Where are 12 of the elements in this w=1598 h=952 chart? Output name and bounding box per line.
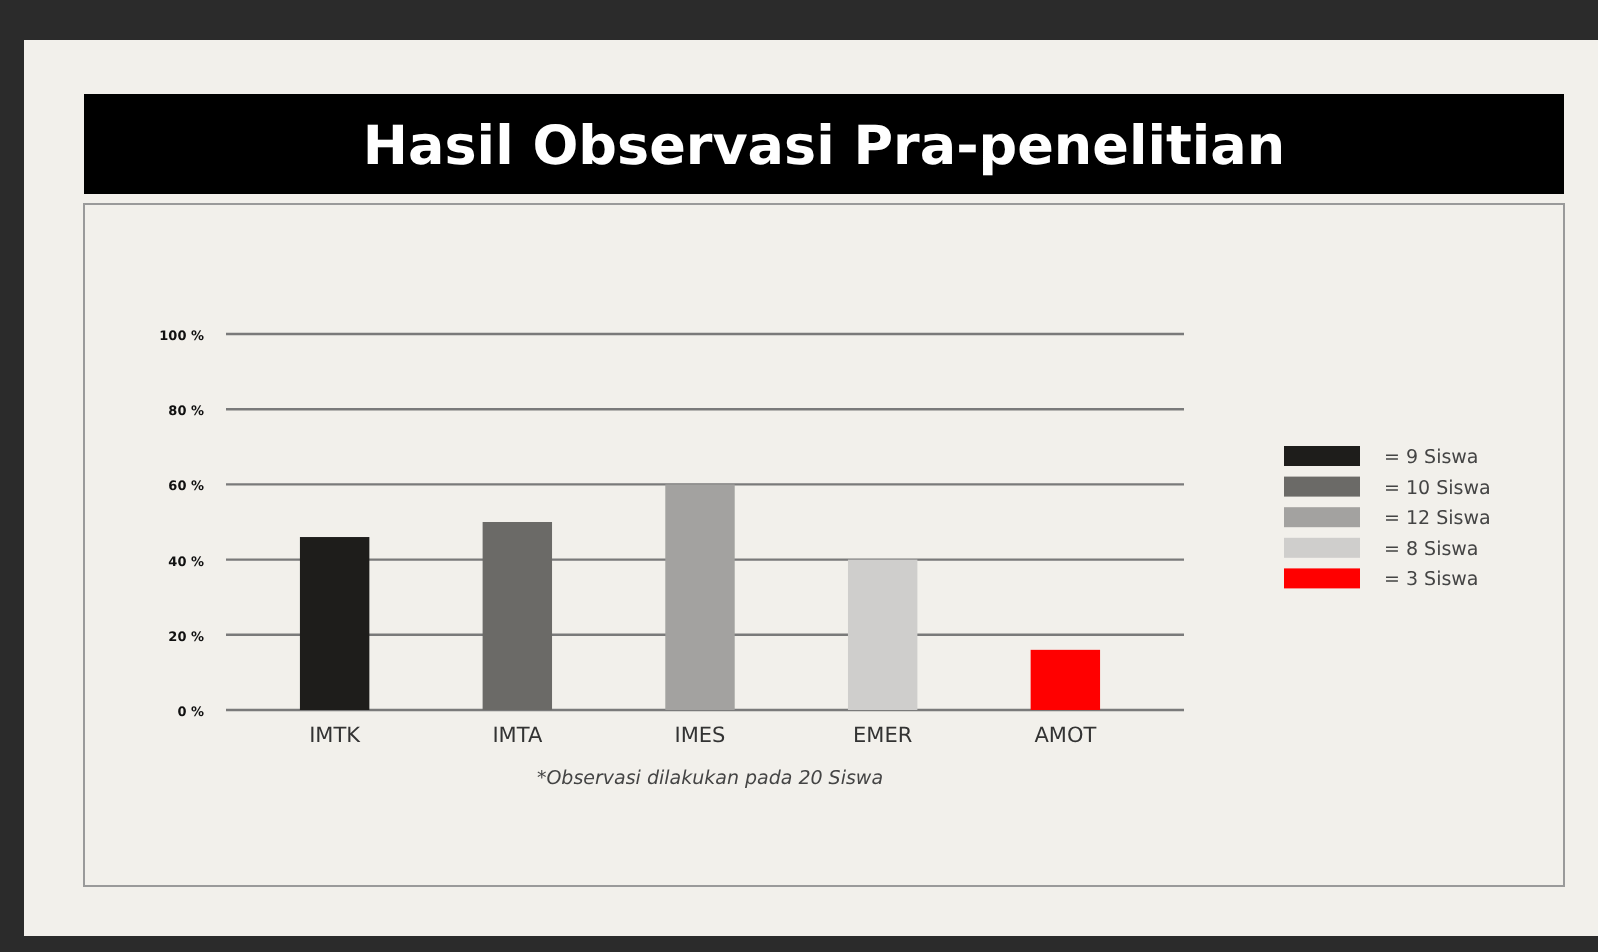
x-tick-label: IMTA bbox=[492, 724, 544, 748]
x-tick-label: EMER bbox=[853, 724, 913, 748]
legend-label: = 9 Siswa bbox=[1384, 447, 1479, 469]
x-tick-label: IMES bbox=[674, 724, 727, 748]
legend-label: = 12 Siswa bbox=[1384, 508, 1491, 531]
legend-label: = 3 Siswa bbox=[1384, 569, 1479, 592]
x-tick-label: AMOT bbox=[1034, 724, 1098, 748]
legend-label: = 10 Siswa bbox=[1384, 477, 1491, 500]
chart-title: Hasil Observasi Pra-penelitian bbox=[362, 116, 1286, 178]
text: *Observasi dilakukan pada 20 Siswa bbox=[536, 768, 884, 790]
x-tick-label: IMTK bbox=[309, 724, 363, 748]
legend-label: = 8 Siswa bbox=[1384, 538, 1479, 561]
